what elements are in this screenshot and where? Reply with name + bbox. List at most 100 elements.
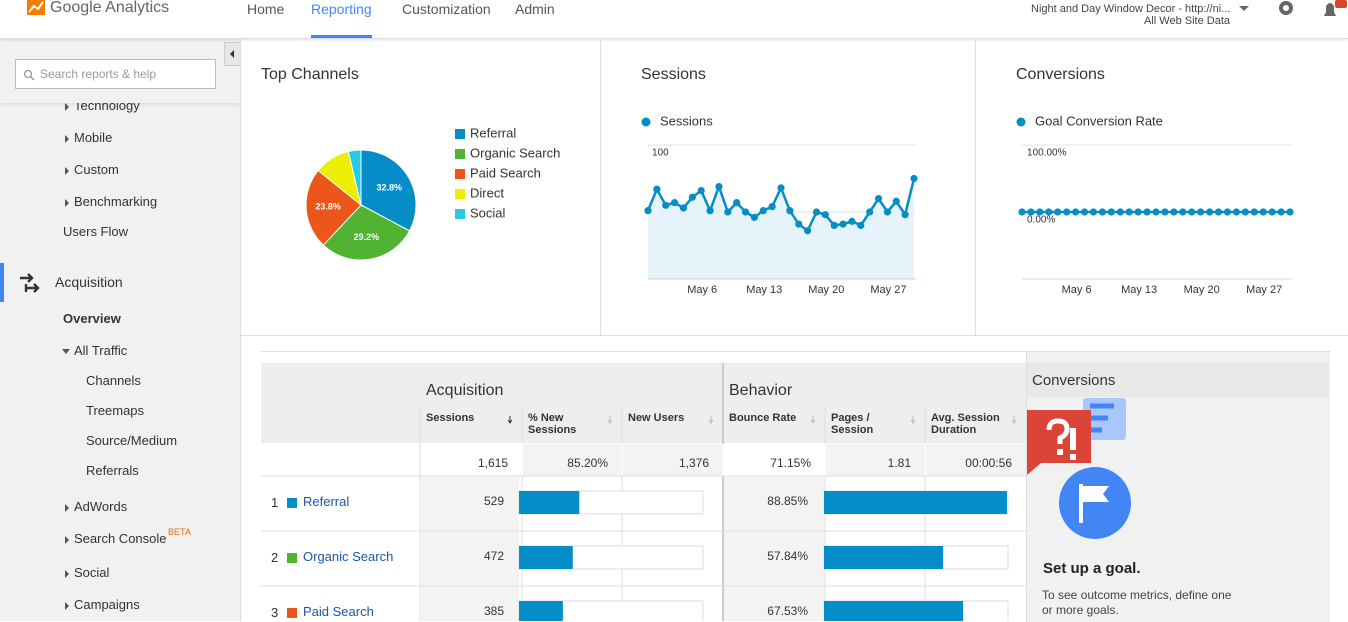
x-tick-label: May 13 (1121, 284, 1157, 296)
nav-item[interactable]: Social (74, 565, 110, 580)
point (662, 201, 670, 209)
row-rank: 3 (271, 605, 279, 620)
product-name: Google Analytics (50, 0, 170, 16)
logo (27, 0, 45, 15)
nav-item[interactable]: AdWords (74, 499, 128, 514)
nav-item[interactable]: Custom (74, 162, 119, 177)
point (759, 207, 767, 215)
point (874, 195, 883, 203)
chart-title: Top Channels (261, 66, 359, 83)
channel-link[interactable]: Paid Search (303, 604, 374, 619)
nav-underline (311, 35, 372, 38)
point (724, 208, 732, 216)
point (1143, 208, 1151, 216)
point (1197, 208, 1205, 216)
legend-swatch (455, 209, 465, 219)
nav-item[interactable]: Search Console (74, 531, 167, 546)
point (1214, 208, 1223, 216)
point (892, 197, 900, 205)
legend-label: Organic Search (470, 145, 560, 160)
point (1232, 208, 1240, 216)
point (1188, 208, 1196, 216)
nav-item[interactable]: Channels (86, 373, 141, 388)
point (1179, 208, 1187, 216)
channel-swatch (287, 498, 297, 508)
nav-link[interactable]: Reporting (311, 1, 372, 17)
bar-track (823, 545, 1009, 570)
point (821, 211, 829, 219)
sessions-value: 385 (483, 604, 504, 618)
point (750, 213, 759, 221)
nav-item[interactable]: Overview (63, 311, 121, 326)
nav-item[interactable]: Treemaps (86, 403, 145, 418)
totals-cell (623, 444, 723, 476)
point (804, 227, 812, 235)
nav-item[interactable]: Users Flow (63, 224, 129, 239)
point (1116, 208, 1124, 216)
point (671, 199, 679, 207)
nav-item[interactable]: Benchmarking (74, 194, 158, 209)
nav-link[interactable]: Customization (402, 1, 491, 17)
cell-bg (421, 477, 519, 531)
collapse-button[interactable] (224, 42, 240, 66)
point (839, 220, 847, 228)
beta-badge: BETA (168, 527, 191, 537)
search-box[interactable]: Search reports & help (15, 59, 216, 89)
point (715, 182, 723, 191)
point (1134, 208, 1142, 216)
panel-divider (241, 335, 1348, 336)
x-tick-label: May 20 (808, 284, 844, 296)
point (1170, 208, 1178, 216)
account-dropdown[interactable] (1239, 6, 1249, 11)
bar (824, 546, 944, 569)
active-indicator (0, 263, 4, 302)
bar-track (518, 600, 704, 621)
nav-link[interactable]: Home (247, 1, 285, 17)
y-tick-label: 100 (652, 148, 669, 159)
point (679, 204, 688, 212)
search-placeholder: Search reports & help (40, 67, 157, 81)
account-name[interactable]: Night and Day Window Decor - http://ni..… (1031, 3, 1231, 15)
legend-label: Sessions (660, 113, 713, 128)
nav-link[interactable]: Admin (515, 1, 555, 17)
legend-swatch (455, 129, 465, 139)
notifications-icon[interactable] (1321, 0, 1348, 20)
channel-link[interactable]: Referral (303, 494, 350, 509)
table-header-bg (261, 363, 1026, 443)
bounce-value: 88.85% (767, 494, 808, 508)
expand-arrow (65, 199, 69, 207)
point (733, 199, 741, 207)
view-name[interactable]: All Web Site Data (1143, 15, 1230, 27)
point (1107, 208, 1115, 216)
point (741, 208, 750, 216)
expand-arrow (65, 103, 69, 111)
point (830, 221, 838, 229)
cell-bg (421, 532, 519, 586)
channel-swatch (287, 553, 297, 563)
settings-icon[interactable] (1277, 0, 1297, 20)
bar-track (823, 600, 1009, 621)
point (883, 208, 892, 216)
point (688, 193, 696, 201)
nav-item[interactable]: All Traffic (74, 343, 128, 358)
channel-link[interactable]: Organic Search (303, 549, 394, 564)
legend-swatch (455, 169, 465, 179)
sidebar: Search reports & help Technology Mobile Cu… (0, 39, 241, 621)
nav-item[interactable]: Campaigns (74, 597, 140, 612)
table-top-border (261, 351, 1026, 364)
point (1161, 208, 1169, 216)
nav-item[interactable]: Acquisition (55, 274, 123, 290)
nav-item[interactable]: Mobile (74, 130, 113, 145)
bar-track (823, 490, 1009, 515)
point (697, 186, 705, 195)
acquisition-icon (20, 273, 40, 293)
totals-cell (826, 444, 925, 476)
point (1206, 208, 1214, 216)
totals-cell (523, 444, 622, 476)
point (777, 184, 785, 192)
x-tick-label: May 20 (1184, 284, 1220, 296)
nav-item[interactable]: Source/Medium (86, 433, 178, 448)
point (795, 220, 803, 228)
nav-item[interactable]: Referrals (86, 463, 139, 478)
